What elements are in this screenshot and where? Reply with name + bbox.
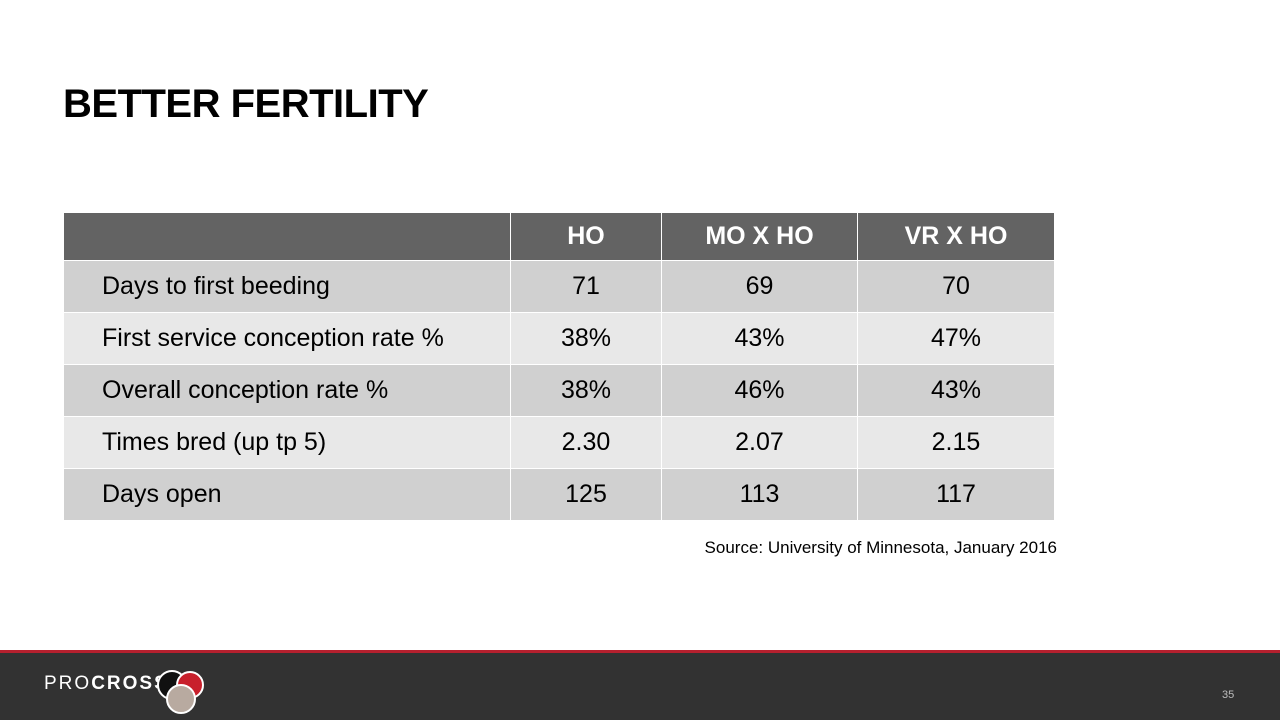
table-header-mo-x-ho: MO X HO [661,212,858,261]
table-cell: 70 [857,260,1055,313]
table-row: Days open 125 113 117 [63,468,1055,521]
row-label: Days to first beeding [63,260,511,313]
table-cell: 38% [510,312,662,365]
table-cell: 2.07 [661,416,858,469]
fertility-table: HO MO X HO VR X HO Days to first beeding… [63,212,1055,521]
brand-text-bold: CROSS [91,673,169,694]
table-row: First service conception rate % 38% 43% … [63,312,1055,365]
table-cell: 2.30 [510,416,662,469]
row-label: Times bred (up tp 5) [63,416,511,469]
table-header-row: HO MO X HO VR X HO [63,212,1055,261]
table-header-vr-x-ho: VR X HO [857,212,1055,261]
footer-bar: PROCROSS 35 [0,650,1280,720]
table-row: Times bred (up tp 5) 2.30 2.07 2.15 [63,416,1055,469]
procross-logo-icon [157,670,204,714]
table-cell: 69 [661,260,858,313]
table-cell: 71 [510,260,662,313]
table-cell: 117 [857,468,1055,521]
table-row: Overall conception rate % 38% 46% 43% [63,364,1055,417]
table-cell: 47% [857,312,1055,365]
table-cell: 125 [510,468,662,521]
table-cell: 43% [661,312,858,365]
table-header-empty [63,212,511,261]
table-header-ho: HO [510,212,662,261]
table-cell: 2.15 [857,416,1055,469]
table-row: Days to first beeding 71 69 70 [63,260,1055,313]
table-cell: 38% [510,364,662,417]
row-label: Overall conception rate % [63,364,511,417]
slide-title: BETTER FERTILITY [63,82,429,126]
brand-wordmark: PROCROSS [44,673,169,695]
row-label: Days open [63,468,511,521]
table-cell: 113 [661,468,858,521]
table-cell: 46% [661,364,858,417]
table-cell: 43% [857,364,1055,417]
row-label: First service conception rate % [63,312,511,365]
brand-text-light: PRO [44,673,92,694]
page-number: 35 [1222,689,1235,701]
source-note: Source: University of Minnesota, January… [704,538,1057,557]
